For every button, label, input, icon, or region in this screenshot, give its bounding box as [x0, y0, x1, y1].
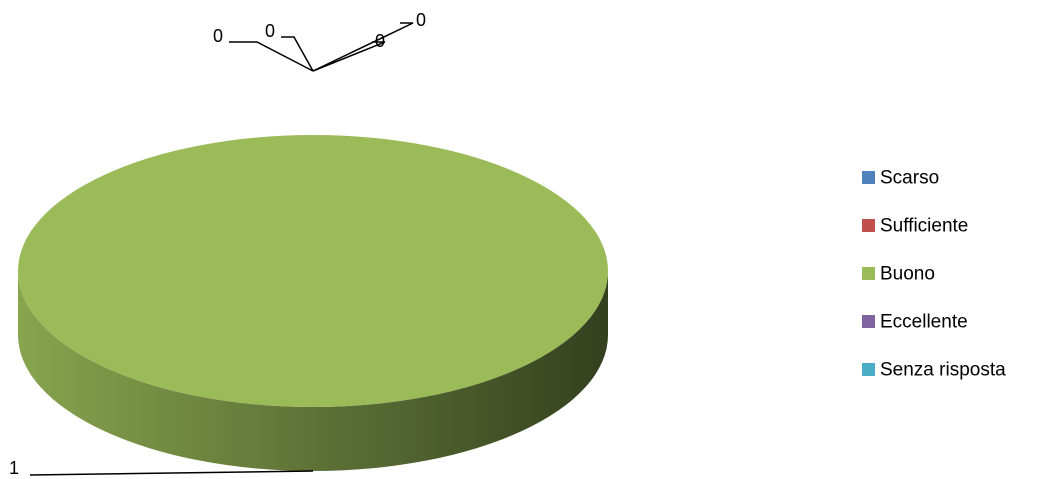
- pie-group: [18, 135, 608, 471]
- leader-line-buono: [29, 470, 314, 476]
- leader-line-eccellente: [312, 41, 386, 72]
- data-label-eccellente: 0: [375, 31, 385, 51]
- legend-swatch-sufficiente: [862, 219, 875, 232]
- leader-line-sufficiente: [281, 36, 314, 72]
- data-labels: 0 0 1 0 0: [9, 10, 426, 478]
- legend-swatch-scarso: [862, 171, 875, 184]
- pie-slice-buono: [18, 135, 608, 407]
- legend-label-senza-risposta: Senza risposta: [880, 360, 1006, 381]
- data-label-scarso: 0: [213, 26, 223, 46]
- legend-swatch-senza-risposta: [862, 363, 875, 376]
- data-label-senza-risposta: 0: [416, 10, 426, 30]
- leader-line-scarso: [229, 41, 314, 72]
- pie-slice-side-buono: [18, 271, 608, 471]
- legend-swatch-eccellente: [862, 315, 875, 328]
- data-label-sufficiente: 0: [265, 21, 275, 41]
- leader-line-senza-risposta: [312, 22, 414, 72]
- legend-label-eccellente: Eccellente: [880, 312, 968, 333]
- legend: Scarso Sufficiente Buono Eccellente Senza ri…: [862, 168, 1006, 381]
- legend-swatch-buono: [862, 267, 875, 280]
- legend-label-sufficiente: Sufficiente: [880, 216, 968, 237]
- legend-label-buono: Buono: [880, 264, 935, 285]
- data-label-buono: 1: [9, 458, 19, 478]
- leader-lines: [29, 22, 414, 476]
- legend-label-scarso: Scarso: [880, 168, 939, 189]
